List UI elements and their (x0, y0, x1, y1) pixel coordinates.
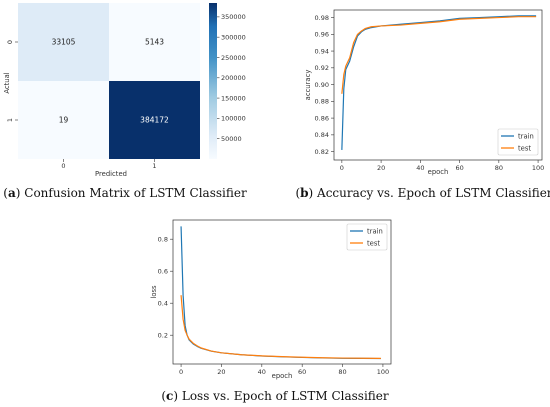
accuracy-y-tick-label: 0.86 (315, 114, 329, 122)
heatmap-x-tick-label: 1 (152, 162, 156, 170)
colorbar-tick-label: 250000 (221, 54, 246, 62)
accuracy-y-tick-label: 0.90 (315, 81, 329, 89)
accuracy-y-label: accuracy (304, 70, 312, 101)
loss-y-tick-label: 0.4 (158, 300, 168, 308)
loss-y-ticks: 0.2 0.4 0.6 0.8 (158, 236, 173, 340)
heatmap-cell-0-1 (109, 3, 200, 81)
loss-y-label: loss (150, 285, 158, 299)
heatmap-values: 33105 5143 19 384172 (52, 38, 169, 125)
accuracy-legend-test-label: test (518, 145, 531, 153)
heatmap-y-label: Actual (3, 72, 11, 93)
accuracy-y-tick-label: 0.82 (315, 148, 329, 156)
accuracy-x-tick-label: 0 (340, 164, 344, 172)
heatmap-value-0-1: 5143 (145, 38, 164, 47)
heatmap-value-0-0: 33105 (52, 38, 76, 47)
loss-test-line (180, 295, 381, 359)
accuracy-x-ticks: 0 20 40 60 80 100 (340, 160, 544, 172)
accuracy-x-tick-label: 80 (495, 164, 503, 172)
accuracy-legend-train-label: train (518, 133, 534, 141)
loss-y-tick-label: 0.2 (158, 332, 168, 340)
accuracy-x-label: epoch (428, 168, 449, 176)
accuracy-y-tick-label: 0.84 (315, 131, 329, 139)
loss-plot-frame (172, 219, 392, 365)
accuracy-y-tick-label: 0.98 (315, 14, 329, 22)
caption-b: (b) Accuracy vs. Epoch of LSTM Classifie… (295, 186, 550, 200)
caption-a: (a) Confusion Matrix of LSTM Classifier (3, 186, 247, 200)
caption-c: (c) Loss vs. Epoch of LSTM Classifier (161, 389, 389, 403)
accuracy-y-tick-label: 0.92 (315, 64, 329, 72)
loss-series (180, 226, 381, 360)
accuracy-x-tick-label: 100 (532, 164, 544, 172)
accuracy-y-tick-label: 0.88 (315, 98, 329, 106)
heatmap-x-tick-label: 0 (61, 162, 65, 170)
accuracy-legend: train test (497, 128, 539, 156)
loss-x-tick-label: 60 (298, 368, 306, 376)
accuracy-panel: 0 20 40 60 80 100 0.82 0.84 0.86 0.88 0.90 0.92 0.9… (295, 9, 550, 200)
heatmap-y-ticks: 01 (6, 40, 18, 122)
accuracy-test-line (341, 16, 537, 94)
loss-x-tick-label: 80 (338, 368, 346, 376)
heatmap-cell-1-1 (109, 81, 200, 159)
colorbar-tick-label: 100000 (221, 115, 246, 123)
colorbar-ticks: 50000 100000 150000 200000 250000 300000 35000… (217, 13, 246, 143)
accuracy-x-tick-label: 60 (455, 164, 463, 172)
heatmap-cells (18, 3, 200, 159)
colorbar-tick-label: 300000 (221, 33, 246, 41)
heatmap-y-tick-label: 0 (6, 40, 14, 44)
loss-legend-train-label: train (367, 228, 383, 236)
accuracy-y-tick-label: 0.96 (315, 31, 329, 39)
accuracy-y-tick-label: 0.94 (315, 47, 329, 55)
colorbar-tick-label: 50000 (221, 135, 242, 143)
loss-x-label: epoch (272, 372, 293, 380)
loss-x-tick-label: 40 (258, 368, 266, 376)
loss-x-tick-label: 100 (377, 368, 389, 376)
colorbar (209, 3, 217, 159)
colorbar-tick-label: 350000 (221, 13, 246, 21)
loss-panel: 0 20 40 60 80 100 0.2 0.4 0.6 0.8 epoch loss tra… (150, 219, 392, 403)
loss-y-tick-label: 0.6 (158, 268, 168, 276)
loss-legend: train test (346, 223, 388, 251)
loss-x-ticks: 0 20 40 60 80 100 (179, 364, 389, 376)
accuracy-series (341, 15, 537, 150)
heatmap-cell-0-0 (18, 3, 109, 81)
loss-y-tick-label: 0.8 (158, 236, 168, 244)
heatmap-value-1-1: 384172 (140, 116, 169, 125)
heatmap-y-tick-label: 1 (6, 118, 14, 122)
heatmap-cell-1-0 (18, 81, 109, 159)
loss-x-tick-label: 0 (179, 368, 183, 376)
colorbar-tick-label: 200000 (221, 74, 246, 82)
loss-x-tick-label: 20 (217, 368, 225, 376)
heatmap-value-1-0: 19 (59, 116, 69, 125)
accuracy-plot-frame (333, 9, 543, 161)
heatmap-x-label: Predicted (95, 170, 127, 178)
colorbar-tick-label: 150000 (221, 94, 246, 102)
accuracy-x-tick-label: 20 (377, 164, 385, 172)
accuracy-x-tick-label: 40 (416, 164, 424, 172)
loss-legend-test-label: test (367, 240, 380, 248)
accuracy-y-ticks: 0.82 0.84 0.86 0.88 0.90 0.92 0.94 0.96 0.98 (315, 14, 334, 156)
